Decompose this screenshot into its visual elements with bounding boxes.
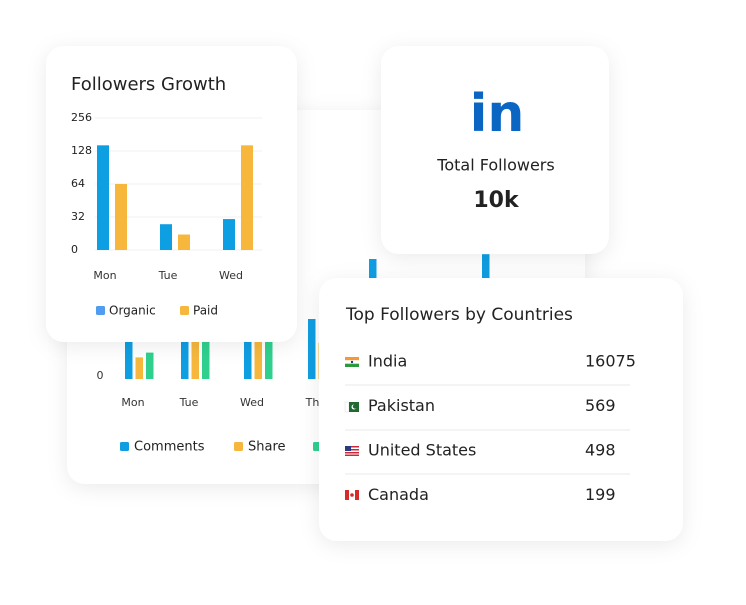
linkedin-card: in Total Followers 10k — [381, 46, 609, 254]
legend-swatch — [234, 442, 243, 451]
bar — [97, 145, 109, 250]
country-name: India — [368, 352, 407, 371]
x-tick-label: Wed — [240, 396, 264, 409]
bar — [308, 319, 316, 379]
y-tick-label: 0 — [71, 243, 78, 256]
x-tick-label: Tue — [179, 396, 199, 409]
bar — [160, 224, 172, 250]
card — [319, 278, 683, 541]
chart-title: Followers Growth — [71, 74, 226, 95]
country-followers: 199 — [585, 485, 616, 504]
bar — [202, 321, 210, 379]
country-name: United States — [368, 441, 476, 460]
y-tick-label: 32 — [71, 210, 85, 223]
total-label: Total Followers — [436, 156, 554, 175]
legend-label: Share — [248, 440, 286, 455]
flag-us — [345, 446, 359, 456]
bar — [135, 357, 143, 379]
bar — [254, 335, 262, 379]
bar — [146, 352, 154, 379]
total-value: 10k — [473, 188, 520, 213]
bar — [191, 331, 199, 379]
flag-canada — [345, 490, 359, 500]
legend-swatch — [180, 306, 189, 315]
x-tick-label: Mon — [121, 396, 144, 409]
legend-swatch — [96, 306, 105, 315]
legend-label: Organic — [109, 304, 156, 318]
bar — [178, 234, 190, 250]
bar — [115, 184, 127, 250]
x-tick-label: Mon — [93, 269, 116, 282]
linkedin-logo: in — [470, 84, 525, 144]
countries-card: Top Followers by Countries India 16075 Pak… — [319, 278, 683, 541]
x-tick-label: Tue — [158, 269, 178, 282]
bar — [125, 307, 133, 379]
y-tick-label: 256 — [71, 111, 92, 124]
flag-pakistan — [344, 401, 359, 413]
y-tick-label: 128 — [71, 144, 92, 157]
country-followers: 16075 — [585, 352, 636, 371]
followers-growth-card: Followers Growth 0 32 64 128 256 Mon Tue Wed Org… — [46, 46, 297, 342]
country-name: Pakistan — [368, 396, 435, 415]
bar — [223, 219, 235, 250]
y-tick-label: 0 — [97, 369, 104, 382]
y-tick-label: 64 — [71, 177, 85, 190]
country-followers: 569 — [585, 396, 616, 415]
legend-label: Comments — [134, 440, 205, 455]
card — [381, 46, 609, 254]
country-followers: 498 — [585, 441, 616, 460]
legend-label: Paid — [193, 304, 218, 318]
bar — [241, 145, 253, 250]
bar — [265, 326, 273, 379]
x-tick-label: Wed — [219, 269, 243, 282]
card — [46, 46, 297, 342]
card-title: Top Followers by Countries — [345, 305, 573, 325]
flag-india — [345, 357, 359, 367]
legend-swatch — [120, 442, 129, 451]
country-name: Canada — [368, 485, 429, 504]
